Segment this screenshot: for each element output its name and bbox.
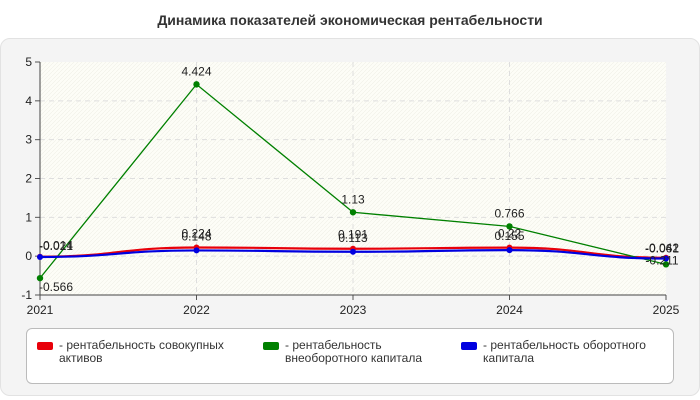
data-point-working-capital xyxy=(37,253,43,260)
x-tick-label: 2024 xyxy=(496,303,523,317)
data-label-fixed-capital: 4.424 xyxy=(181,64,211,78)
x-tick-label: 2023 xyxy=(340,303,367,317)
legend-label-working-capital: - рентабельность оборотного капитала xyxy=(483,338,646,365)
data-point-working-capital xyxy=(506,247,513,254)
data-label-fixed-capital: -0.566 xyxy=(39,280,73,294)
data-point-fixed-capital xyxy=(193,81,200,88)
data-point-working-capital xyxy=(350,248,356,255)
y-tick-label: 3 xyxy=(25,133,32,147)
grid-lines xyxy=(40,62,666,295)
data-label-total-assets: 0.224 xyxy=(181,226,211,240)
axes: -1 0 1 2 3 4 5 2021 2022 2023 2024 2025 xyxy=(21,55,679,317)
data-label-working-capital: 0.155 xyxy=(494,229,524,243)
x-tick-label: 2022 xyxy=(183,303,210,317)
data-point-fixed-capital xyxy=(36,274,44,282)
y-tick-label: 5 xyxy=(25,55,32,69)
legend-label-fixed-capital: - рентабельность внеоборотного капитала xyxy=(285,338,422,365)
data-label-working-capital: -0.021 xyxy=(39,239,73,253)
data-labels: -0.014 0.224 0.191 0.22 -0.042 -0.566 4.424 1.1… xyxy=(39,64,679,294)
data-label-fixed-capital: 0.766 xyxy=(494,206,524,220)
y-tick-label: 1 xyxy=(25,210,32,224)
data-label-working-capital: -0.061 xyxy=(645,242,679,256)
legend: - рентабельность совокупных активов - ре… xyxy=(26,328,674,384)
y-tick-label: 4 xyxy=(25,94,32,108)
data-label-total-assets: 0.22 xyxy=(498,227,522,241)
series-layer xyxy=(36,81,670,282)
y-tick-label: -1 xyxy=(21,288,32,302)
data-point-fixed-capital xyxy=(506,223,513,230)
chart-title: Динамика показателей экономическая рента… xyxy=(157,12,543,28)
data-point-fixed-capital xyxy=(349,209,357,216)
legend-swatch-working-capital xyxy=(461,342,477,350)
x-tick-label: 2025 xyxy=(653,303,680,317)
data-label-fixed-capital: -0.211 xyxy=(645,253,678,267)
legend-swatch-fixed-capital xyxy=(263,342,279,350)
data-label-total-assets: 0.191 xyxy=(338,228,368,242)
legend-swatch-total-assets xyxy=(37,342,53,350)
data-label-working-capital: 0.113 xyxy=(338,231,367,245)
x-tick-label: 2021 xyxy=(27,303,54,317)
data-label-total-assets: -0.042 xyxy=(645,241,679,255)
data-point-working-capital xyxy=(663,255,669,262)
y-tick-label: 0 xyxy=(25,249,32,263)
legend-label-total-assets: - рентабельность совокупных активов xyxy=(59,338,224,365)
data-point-working-capital xyxy=(193,247,200,254)
y-tick-label: 2 xyxy=(25,172,32,186)
data-point-fixed-capital xyxy=(662,261,670,268)
data-label-total-assets: -0.014 xyxy=(39,239,73,253)
data-label-working-capital: 0.148 xyxy=(181,229,211,243)
data-label-fixed-capital: 1.13 xyxy=(341,192,365,206)
